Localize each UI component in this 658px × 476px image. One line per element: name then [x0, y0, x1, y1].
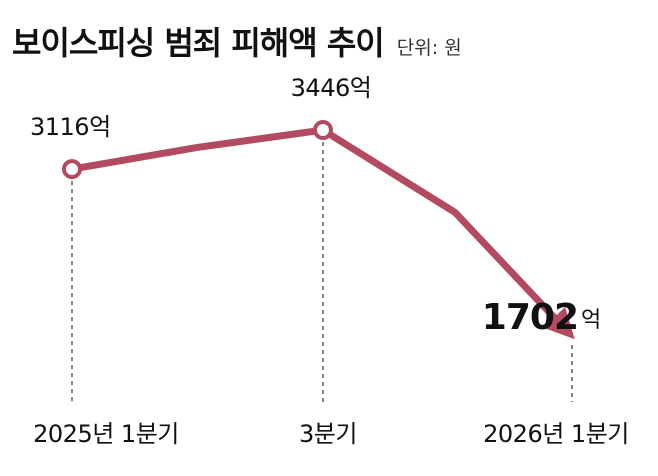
- series-line: [71, 126, 560, 323]
- x-tick-label: 2025년 1분기: [33, 420, 179, 448]
- x-tick-label: 3분기: [299, 420, 357, 448]
- data-label: 3116억: [30, 113, 111, 141]
- series-arrowhead: [543, 307, 575, 340]
- data-label-unit: 억: [581, 308, 601, 333]
- data-label: 3446억: [291, 74, 372, 102]
- unit-label: 단위: 원: [396, 37, 462, 59]
- data-point-marker: [62, 159, 82, 180]
- data-label: 1702: [482, 297, 578, 338]
- chart-title: 보이스피싱 범죄 피해액 추이: [12, 24, 385, 62]
- chart-header: 보이스피싱 범죄 피해액 추이 단위: 원: [12, 18, 462, 64]
- data-point-marker: [313, 120, 333, 141]
- x-tick-label: 2026년 1분기: [483, 420, 629, 448]
